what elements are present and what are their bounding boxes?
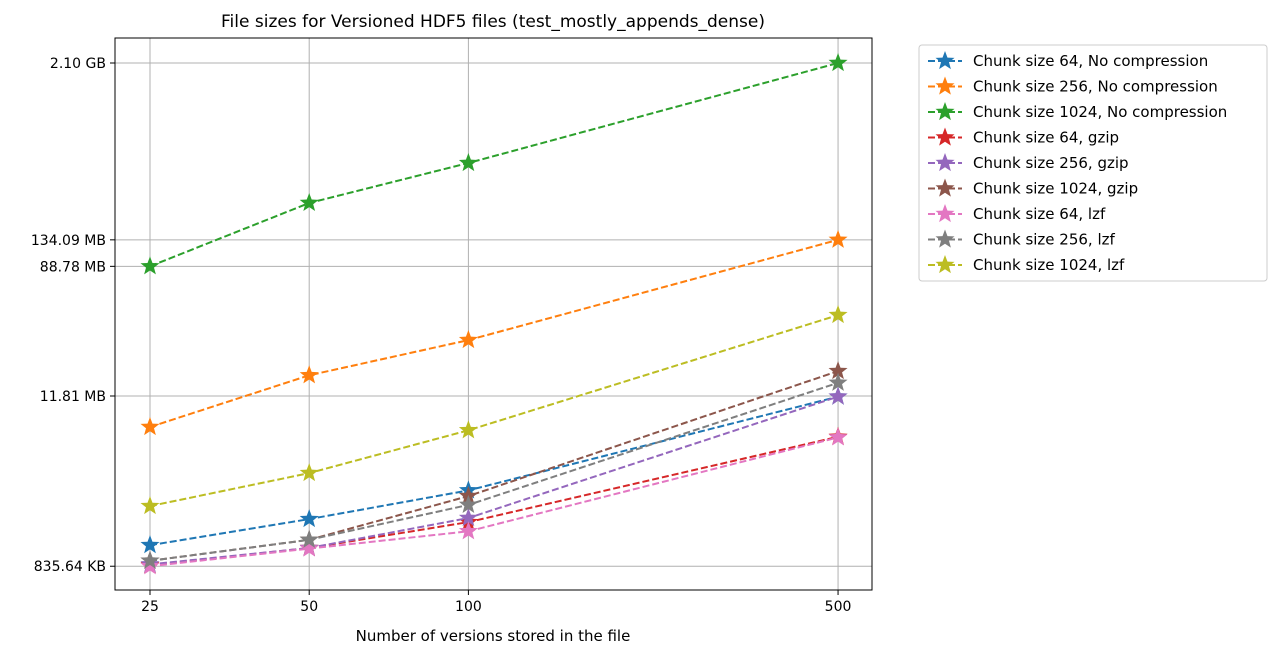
data-point bbox=[299, 463, 319, 482]
series-line bbox=[149, 314, 839, 508]
legend-marker bbox=[935, 153, 955, 172]
data-point bbox=[828, 372, 848, 391]
series-line bbox=[149, 436, 839, 568]
legend-entry: Chunk size 256, No compression bbox=[928, 76, 1218, 96]
grid bbox=[115, 38, 872, 590]
legend-entry: Chunk size 64, No compression bbox=[928, 51, 1208, 70]
legend-label: Chunk size 1024, No compression bbox=[973, 103, 1227, 121]
x-tick-label: 50 bbox=[300, 599, 318, 615]
series-line bbox=[149, 238, 839, 428]
series-1 bbox=[140, 229, 848, 436]
data-point bbox=[828, 305, 848, 324]
data-point bbox=[828, 361, 848, 380]
legend-marker bbox=[935, 255, 955, 274]
legend-marker bbox=[935, 204, 955, 223]
data-point bbox=[140, 496, 160, 515]
x-axis: 25 50 100 500 bbox=[141, 590, 851, 615]
series-line bbox=[149, 62, 839, 268]
data-point bbox=[140, 556, 160, 575]
legend-label: Chunk size 1024, gzip bbox=[973, 180, 1138, 198]
data-point bbox=[299, 365, 319, 384]
series-line bbox=[149, 395, 839, 566]
data-point bbox=[828, 386, 848, 405]
data-point bbox=[299, 529, 319, 548]
legend-entry: Chunk size 1024, No compression bbox=[928, 102, 1227, 121]
legend-marker bbox=[935, 51, 955, 70]
y-tick-label: 835.64 KB bbox=[34, 559, 106, 575]
x-axis-label: Number of versions stored in the file bbox=[356, 627, 631, 645]
legend-entry: Chunk size 64, gzip bbox=[928, 127, 1119, 147]
legend-entry: Chunk size 1024, lzf bbox=[928, 255, 1125, 274]
chart-title: File sizes for Versioned HDF5 files (tes… bbox=[221, 12, 765, 32]
legend-label: Chunk size 64, gzip bbox=[973, 129, 1119, 147]
data-point bbox=[140, 417, 160, 436]
x-tick-label: 500 bbox=[825, 599, 852, 615]
series-0 bbox=[140, 386, 848, 554]
legend-marker bbox=[935, 229, 955, 248]
series-3 bbox=[140, 426, 848, 574]
series-line bbox=[149, 381, 839, 562]
legend-label: Chunk size 64, lzf bbox=[973, 205, 1106, 223]
legend-entry: Chunk size 256, gzip bbox=[928, 153, 1129, 172]
plot-frame bbox=[114, 37, 873, 591]
data-point bbox=[140, 550, 160, 569]
legend-entry: Chunk size 256, lzf bbox=[928, 229, 1116, 249]
legend-label: Chunk size 1024, lzf bbox=[973, 256, 1125, 274]
legend-label: Chunk size 256, gzip bbox=[973, 154, 1129, 172]
legend-label: Chunk size 256, No compression bbox=[973, 78, 1218, 96]
legend-marker bbox=[935, 178, 955, 197]
data-point bbox=[828, 53, 848, 72]
data-point bbox=[299, 509, 319, 528]
data-point bbox=[458, 153, 478, 172]
y-tick-label: 134.09 MB bbox=[31, 233, 106, 249]
series-5 bbox=[140, 361, 848, 569]
data-point bbox=[458, 420, 478, 439]
data-point bbox=[458, 521, 478, 540]
series-group bbox=[140, 53, 848, 575]
data-point bbox=[828, 427, 848, 446]
legend-marker bbox=[935, 102, 955, 121]
series-8 bbox=[140, 305, 848, 515]
data-point bbox=[299, 192, 319, 212]
data-point bbox=[458, 330, 478, 349]
legend-box bbox=[918, 44, 1268, 282]
legend-entry: Chunk size 64, lzf bbox=[928, 204, 1106, 223]
legend-marker bbox=[935, 76, 955, 95]
legend-entry: Chunk size 1024, gzip bbox=[928, 178, 1138, 198]
x-tick-label: 100 bbox=[455, 599, 482, 615]
legend-label: Chunk size 256, lzf bbox=[973, 231, 1116, 249]
legend-label: Chunk size 64, No compression bbox=[973, 52, 1208, 70]
data-point bbox=[458, 507, 478, 527]
legend: Chunk size 64, No compression Chunk size … bbox=[918, 44, 1268, 282]
y-tick-label: 11.81 MB bbox=[40, 389, 106, 405]
y-tick-label: 88.78 MB bbox=[40, 259, 106, 275]
x-tick-label: 25 bbox=[141, 599, 159, 615]
series-6 bbox=[140, 427, 848, 575]
data-point bbox=[140, 256, 160, 275]
series-line bbox=[149, 435, 839, 567]
legend-marker bbox=[935, 127, 955, 146]
series-line bbox=[149, 370, 839, 562]
y-axis: 835.64 KB 11.81 MB 88.78 MB 134.09 MB 2.10 G… bbox=[31, 56, 115, 575]
series-7 bbox=[140, 372, 848, 569]
data-point bbox=[140, 535, 160, 554]
series-line bbox=[149, 395, 839, 547]
data-point bbox=[458, 494, 478, 513]
data-point bbox=[828, 229, 848, 248]
data-point bbox=[299, 538, 319, 557]
y-tick-label: 2.10 GB bbox=[50, 56, 106, 72]
series-2 bbox=[140, 53, 848, 275]
